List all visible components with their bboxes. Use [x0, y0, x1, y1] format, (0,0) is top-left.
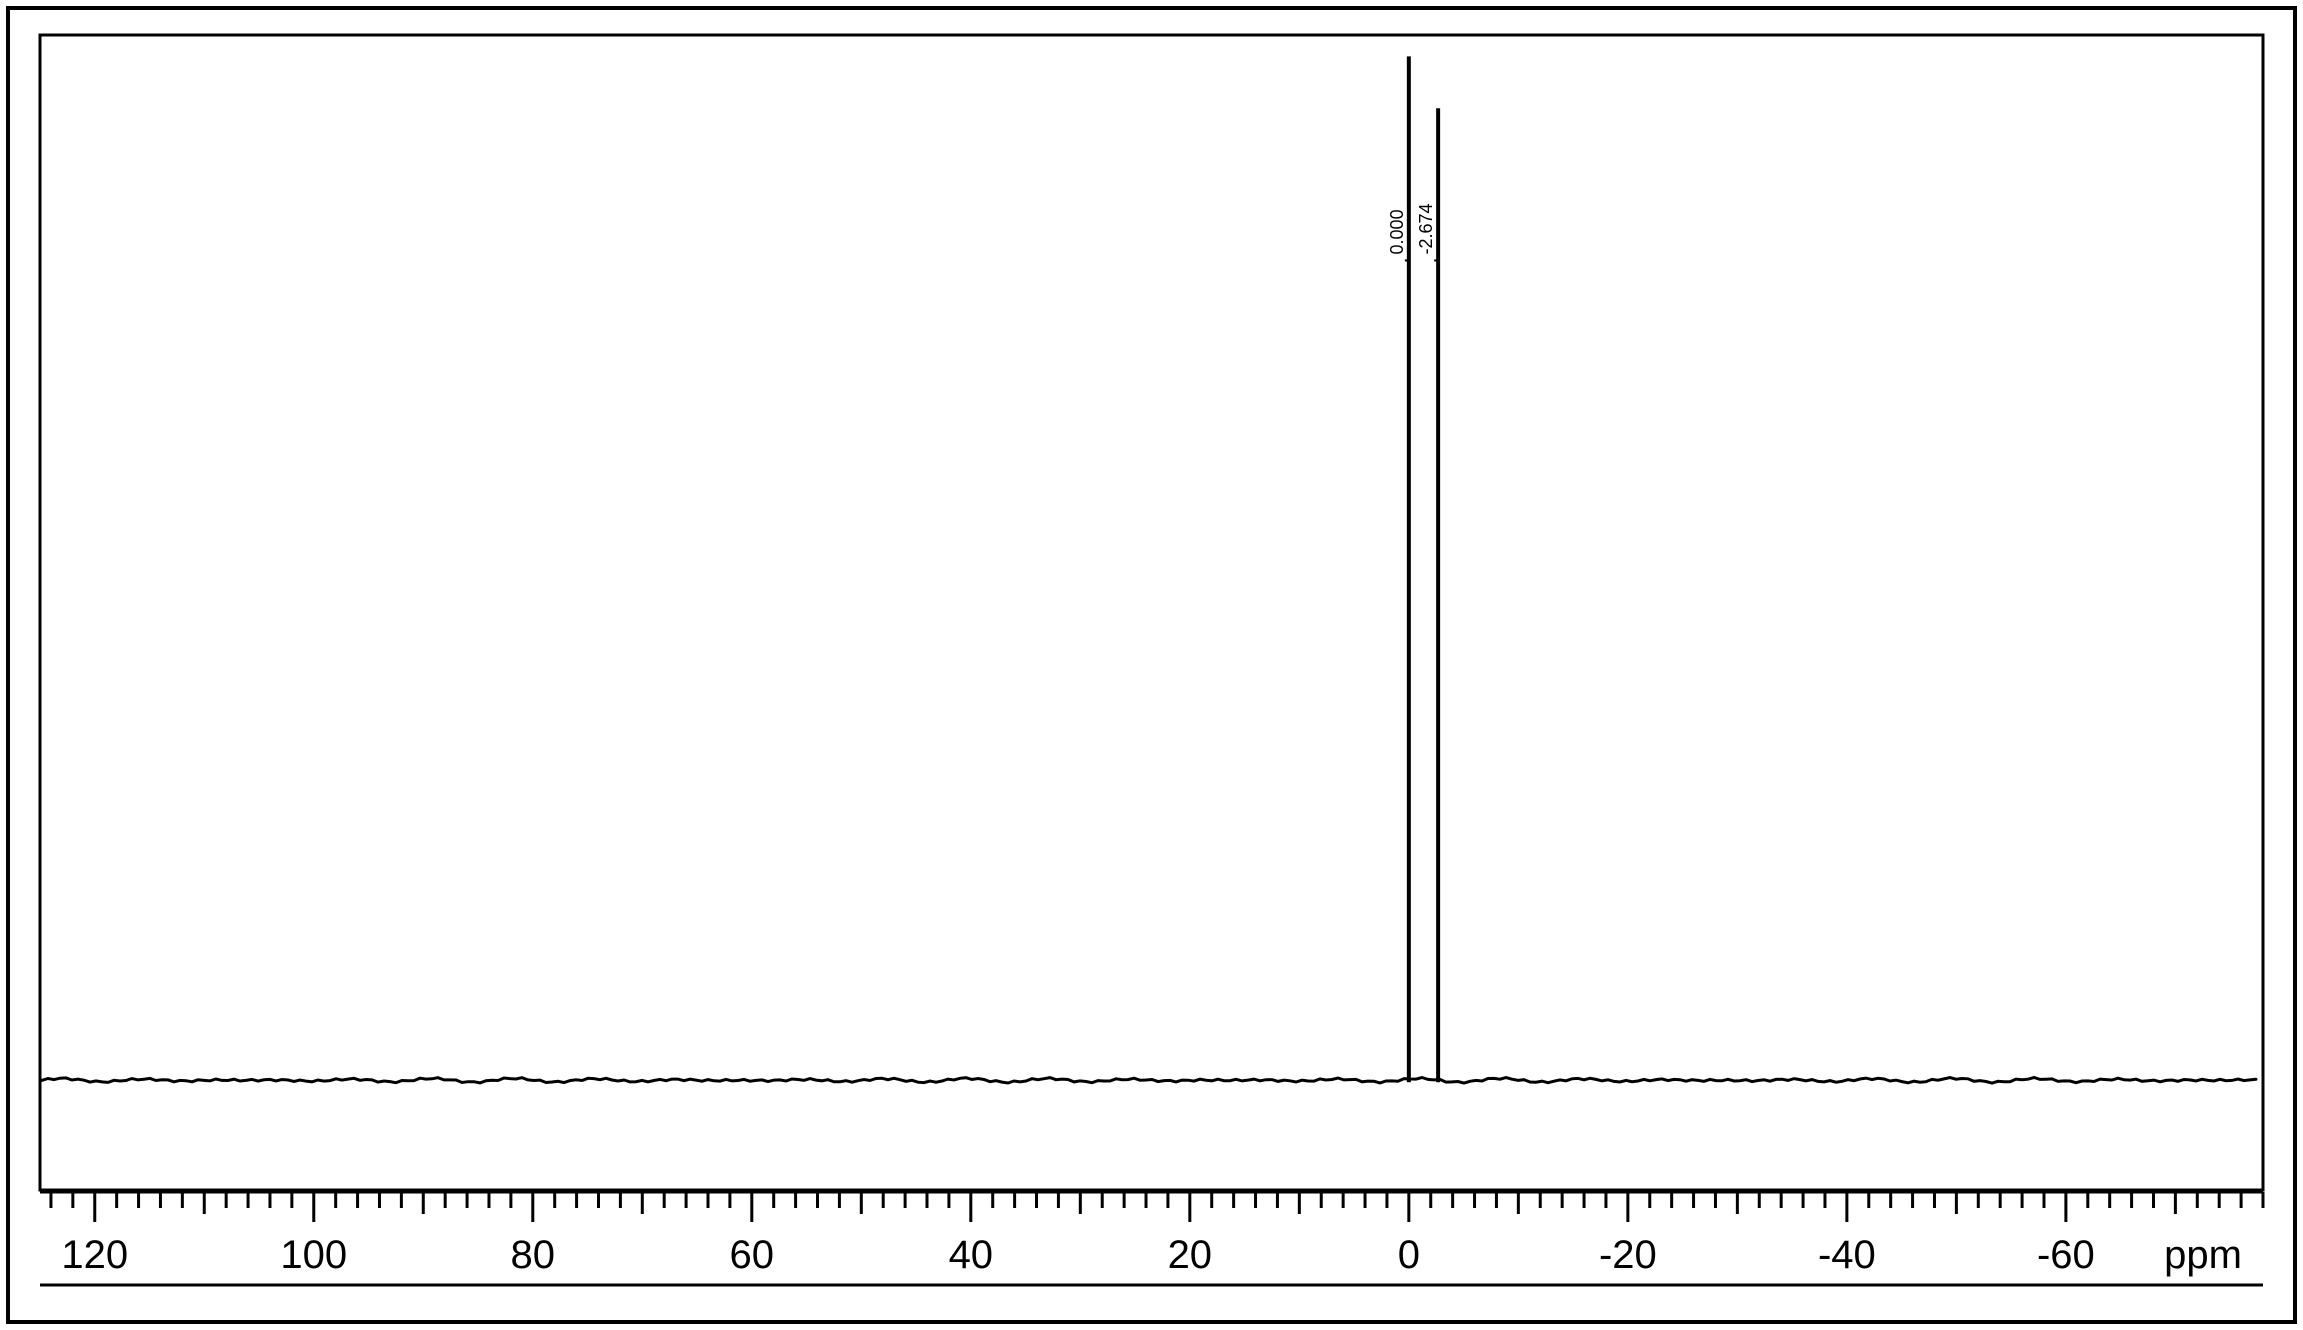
svg-text:-2.674: -2.674 [1416, 203, 1436, 254]
svg-text:60: 60 [730, 1233, 775, 1277]
svg-text:0.000: 0.000 [1387, 209, 1407, 254]
svg-text:0: 0 [1398, 1233, 1420, 1277]
svg-text:80: 80 [511, 1233, 556, 1277]
svg-text:ppm: ppm [2164, 1233, 2242, 1277]
nmr-spectrum-chart: 0.000 -2.674 120 100 80 60 40 20 0 -20 -40 -60 ppm [0, 0, 2303, 1330]
svg-text:20: 20 [1168, 1233, 1213, 1277]
svg-text:-60: -60 [2037, 1233, 2095, 1277]
svg-text:-20: -20 [1599, 1233, 1657, 1277]
svg-text:100: 100 [280, 1233, 347, 1277]
svg-text:-40: -40 [1818, 1233, 1876, 1277]
svg-text:120: 120 [61, 1233, 128, 1277]
svg-text:40: 40 [949, 1233, 994, 1277]
